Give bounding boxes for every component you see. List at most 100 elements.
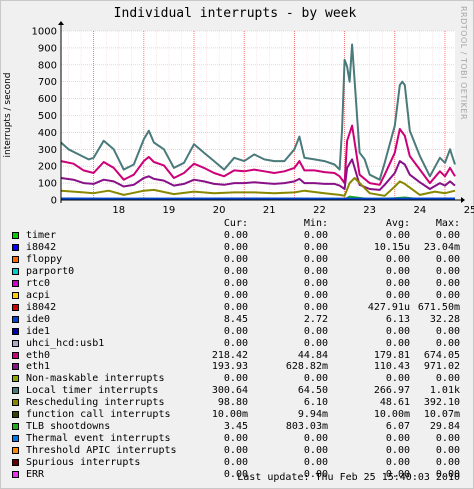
legend-max: 10.07m	[423, 409, 460, 421]
legend-cur: 0.00	[223, 301, 248, 313]
x-tick-label: 23	[363, 205, 376, 216]
legend-row: ide1 0.00 0.00 0.00 0.00	[0, 326, 474, 337]
legend-min: 0.00	[303, 301, 328, 313]
legend-cur: 8.45	[223, 313, 248, 325]
legend-min: 0.00	[303, 337, 328, 349]
legend-max: 0.00	[435, 265, 460, 277]
legend-row: rtc0 0.00 0.00 0.00 0.00	[0, 278, 474, 289]
legend-swatch	[12, 279, 19, 287]
legend-max: 23.04m	[423, 241, 460, 253]
legend-avg: 10.00m	[373, 409, 410, 421]
legend-name: uhci_hcd:usb1	[26, 337, 105, 349]
y-tick-label: 0	[51, 196, 57, 207]
legend-swatch	[12, 339, 19, 347]
legend-cur: 0.00	[223, 469, 248, 480]
legend-row: TLB shootdowns 3.45 803.03m 6.07 29.84	[0, 421, 474, 432]
legend-swatch	[12, 447, 19, 455]
legend-swatch	[12, 471, 19, 478]
legend-min: 0.00	[303, 241, 328, 253]
legend-swatch	[12, 399, 19, 407]
x-tick-label: 18	[112, 205, 125, 216]
legend-cur: 0.00	[223, 445, 248, 457]
legend-cur: 10.00m	[211, 409, 248, 421]
series-group	[60, 43, 456, 201]
legend-min: 0.00	[303, 325, 328, 337]
legend-avg: 0.00	[385, 230, 410, 241]
legend-row: i8042 0.00 0.00 10.15u 23.04m	[0, 242, 474, 253]
legend-avg: 0.00	[385, 253, 410, 265]
legend-cur: 300.64	[211, 385, 248, 397]
legend-row: ERR 0.00 0.00 0.00 0.00	[0, 469, 474, 480]
y-axis-label: interrupts / second	[3, 73, 13, 158]
y-tick-label: 600	[38, 94, 57, 105]
legend-max: 29.84	[429, 421, 460, 433]
x-tick-label: 21	[263, 205, 276, 216]
y-tick-label: 800	[38, 60, 57, 71]
legend-max: 0.00	[435, 289, 460, 301]
legend-row: ide0 8.45 2.72 6.13 32.28	[0, 314, 474, 325]
legend-avg: 0.00	[385, 289, 410, 301]
legend-name: Thermal event interrupts	[26, 433, 171, 445]
y-tick-labels: 0 100 200 300 400 500 600 700 800 900 1000	[32, 27, 57, 207]
legend-name: eth1	[26, 361, 51, 373]
legend-avg: 0.00	[385, 445, 410, 457]
legend-name: floppy	[26, 253, 63, 265]
legend-name: Rescheduling interrupts	[26, 397, 165, 409]
legend-swatch	[12, 267, 19, 275]
legend-avg: 179.81	[373, 349, 410, 361]
x-tick-label: 19	[163, 205, 176, 216]
series-line	[60, 158, 456, 191]
legend-max: 1.01k	[429, 385, 460, 397]
legend-min: 9.94m	[297, 409, 328, 421]
legend-cur: 193.93	[211, 361, 248, 373]
series-line	[60, 43, 456, 181]
legend-min: 0.00	[303, 289, 328, 301]
legend-avg: 0.00	[385, 337, 410, 349]
legend-avg: 6.13	[385, 313, 410, 325]
x-tick-labels: 18 19 20 21 22 23 24 25	[112, 205, 474, 216]
x-tick-label: 22	[313, 205, 326, 216]
legend-name: Local timer interrupts	[26, 385, 159, 397]
legend-row: Spurious interrupts 0.00 0.00 0.00 0.00	[0, 457, 474, 468]
header-avg: Avg:	[385, 218, 410, 229]
legend-avg: 0.00	[385, 433, 410, 445]
legend-row: eth1 193.93 628.82m 110.43 971.02	[0, 361, 474, 372]
y-tick-label: 500	[38, 111, 57, 122]
legend-max: 0.00	[435, 337, 460, 349]
legend-name: eth0	[26, 349, 51, 361]
legend-max: 674.05	[423, 349, 460, 361]
legend-avg: 110.43	[373, 361, 410, 373]
legend-cur: 0.00	[223, 230, 248, 241]
legend-row: Threshold APIC interrupts 0.00 0.00 0.00 0.0…	[0, 445, 474, 456]
legend-max: 0.00	[435, 445, 460, 457]
legend-cur: 0.00	[223, 373, 248, 385]
y-tick-label: 700	[38, 77, 57, 88]
y-tick-label: 900	[38, 43, 57, 54]
legend-min: 628.82m	[285, 361, 328, 373]
x-tick-label: 25	[464, 205, 474, 216]
legend-max: 0.00	[435, 277, 460, 289]
legend-swatch	[12, 255, 19, 263]
legend-swatch	[12, 435, 19, 443]
legend-min: 64.50	[297, 385, 328, 397]
legend-cur: 0.00	[223, 337, 248, 349]
legend-avg: 6.07	[385, 421, 410, 433]
legend-max: 0.00	[435, 230, 460, 241]
y-tick-label: 100	[38, 179, 57, 190]
legend-name: Threshold APIC interrupts	[26, 445, 177, 457]
legend-cur: 0.00	[223, 241, 248, 253]
legend-row: timer 0.00 0.00 0.00 0.00	[0, 230, 474, 241]
legend-avg: 0.00	[385, 457, 410, 469]
legend-row: Local timer interrupts 300.64 64.50 266.97 1…	[0, 385, 474, 396]
y-tick-label: 300	[38, 145, 57, 156]
legend-swatch	[12, 303, 19, 311]
legend-swatch	[12, 411, 19, 419]
legend-min: 0.00	[303, 457, 328, 469]
legend-min: 44.84	[297, 349, 328, 361]
legend-min: 0.00	[303, 277, 328, 289]
legend-name: function call interrupts	[26, 409, 171, 421]
legend-cur: 0.00	[223, 457, 248, 469]
legend-cur: 0.00	[223, 289, 248, 301]
legend-swatch	[12, 315, 19, 323]
legend-cur: 3.45	[223, 421, 248, 433]
